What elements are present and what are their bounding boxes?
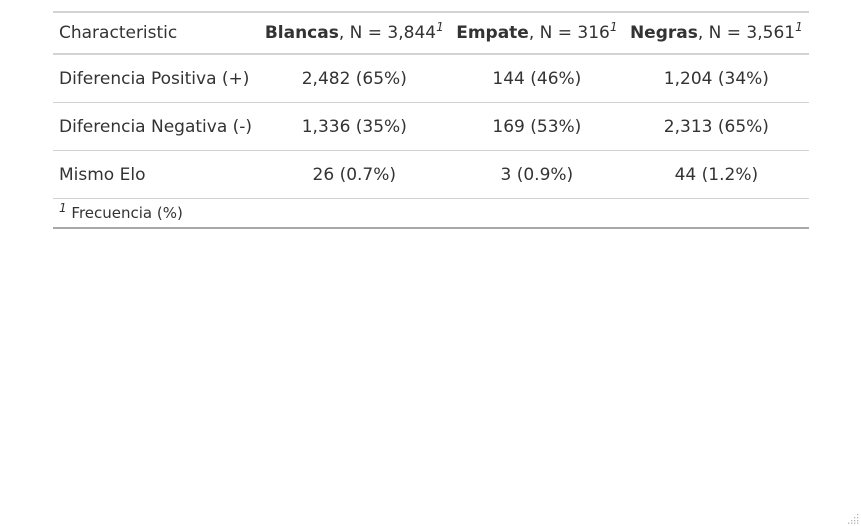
header-blancas-n: , N = 3,844 xyxy=(338,23,437,43)
header-negras-n: , N = 3,561 xyxy=(697,23,796,43)
table-body: Diferencia Positiva (+) 2,482 (65%) 144 … xyxy=(53,54,809,199)
table-header: Characteristic Blancas, N = 3,8441 Empat… xyxy=(53,12,809,55)
header-negras-name: Negras xyxy=(629,23,698,43)
cell-empate: 169 (53%) xyxy=(449,102,624,151)
cell-negras: 2,313 (65%) xyxy=(623,102,809,151)
footnote-row: 1 Frecuencia (%) xyxy=(53,199,809,229)
cell-blancas: 1,336 (35%) xyxy=(258,102,450,151)
cell-blancas: 2,482 (65%) xyxy=(258,54,450,103)
cell-empate: 3 (0.9%) xyxy=(449,150,624,199)
footnote-marker: 1 xyxy=(795,20,803,34)
footnote-marker: 1 xyxy=(436,20,444,34)
table-row: Mismo Elo 26 (0.7%) 3 (0.9%) 44 (1.2%) xyxy=(53,150,809,199)
resize-grip-icon[interactable] xyxy=(847,512,859,524)
header-empate-n: , N = 316 xyxy=(528,23,610,43)
footnote: 1 Frecuencia (%) xyxy=(53,199,809,229)
table-footer: 1 Frecuencia (%) xyxy=(53,199,809,229)
row-label: Diferencia Positiva (+) xyxy=(53,54,259,103)
table-row: Diferencia Positiva (+) 2,482 (65%) 144 … xyxy=(53,54,809,103)
header-empate: Empate, N = 3161 xyxy=(449,12,624,55)
cell-negras: 44 (1.2%) xyxy=(623,150,809,199)
footnote-marker: 1 xyxy=(59,201,67,215)
header-characteristic: Characteristic xyxy=(53,12,259,55)
header-blancas: Blancas, N = 3,8441 xyxy=(258,12,450,55)
footnote-marker: 1 xyxy=(609,20,618,34)
cell-negras: 1,204 (34%) xyxy=(623,54,809,103)
table-row: Diferencia Negativa (-) 1,336 (35%) 169 … xyxy=(53,102,809,151)
row-label: Diferencia Negativa (-) xyxy=(53,102,259,151)
row-label: Mismo Elo xyxy=(53,150,259,199)
header-row: Characteristic Blancas, N = 3,8441 Empat… xyxy=(53,12,809,55)
cell-blancas: 26 (0.7%) xyxy=(258,150,450,199)
footnote-text: Frecuencia (%) xyxy=(66,204,183,222)
summary-table: Characteristic Blancas, N = 3,8441 Empat… xyxy=(53,11,809,229)
cell-empate: 144 (46%) xyxy=(449,54,624,103)
header-negras: Negras, N = 3,5611 xyxy=(623,12,809,55)
header-blancas-name: Blancas xyxy=(264,23,339,43)
header-empate-name: Empate xyxy=(456,23,529,43)
